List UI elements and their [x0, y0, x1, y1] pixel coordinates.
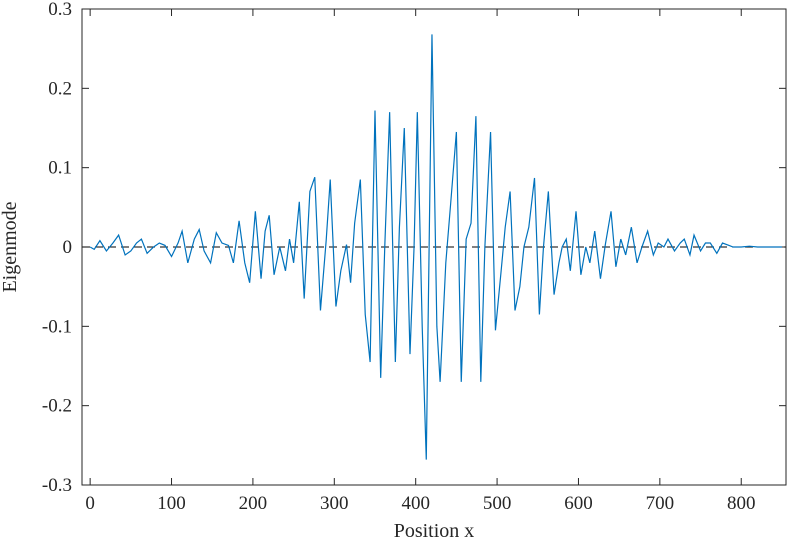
x-tick-label: 200 [239, 493, 268, 514]
x-tick-label: 100 [157, 493, 186, 514]
y-tick-label: -0.1 [42, 316, 72, 337]
x-tick-label: 800 [727, 493, 756, 514]
x-tick-label: 0 [85, 493, 95, 514]
x-axis-label: Position x [394, 520, 475, 542]
x-tick-label: 600 [564, 493, 593, 514]
data-line [89, 34, 782, 460]
x-tick-label: 400 [401, 493, 430, 514]
y-tick-label: 0.3 [48, 0, 72, 20]
y-tick-label: 0.2 [48, 78, 72, 99]
x-tick-label: 300 [320, 493, 349, 514]
y-tick-label: 0.1 [48, 158, 72, 179]
x-tick-label: 700 [646, 493, 675, 514]
y-tick-label: -0.2 [42, 396, 72, 417]
x-tick-label: 500 [483, 493, 512, 514]
plot-frame [81, 8, 787, 486]
y-tick-label: -0.3 [42, 475, 72, 496]
y-tick-label: 0 [63, 237, 73, 258]
y-axis-label: Eigenmode [0, 201, 21, 292]
